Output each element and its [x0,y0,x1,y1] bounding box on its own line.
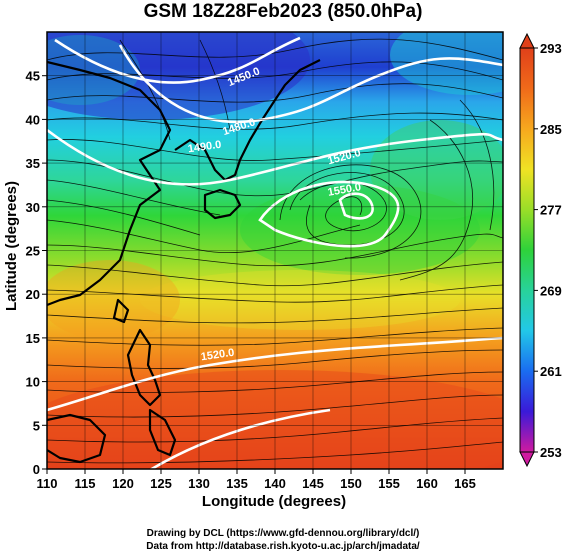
map-title: GSM 18Z28Feb2023 (850.0hPa) [143,1,423,22]
credit-drawing: Drawing by DCL (https://www.gfd-dennou.o… [146,528,420,539]
y-tick-label: 40 [26,112,40,127]
x-axis-label: Longitude (degrees) [201,493,347,510]
x-tick-label: 125 [150,476,172,491]
coastlines [47,59,321,464]
colorbar-body [519,47,535,453]
y-tick-label: 35 [26,156,40,171]
colorbar-label: 253 [540,445,562,460]
x-tick-label: 115 [75,476,96,491]
x-tick-label: 155 [378,476,400,491]
color-scale-bar: 293 285 277 269 261 253 [519,32,562,468]
wind-streamlines [47,38,503,464]
x-tick-label: 150 [340,476,362,491]
credit-data-source: Data from http://database.rish.kyoto-u.a… [146,541,420,552]
y-tick-label: 10 [26,375,40,390]
y-tick-label: 30 [26,200,40,215]
x-tick-label: 165 [454,476,476,491]
y-tick-label: 15 [26,331,40,346]
contour-label: 1520.0 [200,347,235,364]
colorbar-max-arrow [519,32,535,49]
x-tick-label: 120 [112,476,134,491]
y-axis-label: Latitude (degrees) [3,180,20,312]
y-tick-label: 25 [26,244,40,259]
contour-label: 1490.0 [187,139,222,156]
colorbar-label: 261 [540,364,562,379]
y-tick-label: 5 [33,418,40,433]
y-tick-label: 20 [26,287,40,302]
colorbar-label: 293 [540,41,562,56]
colorbar-label: 277 [540,203,562,218]
x-tick-label: 130 [188,476,210,491]
colorbar-label: 285 [540,122,562,137]
colorbar-label: 269 [540,283,562,298]
x-tick-label: 140 [264,476,286,491]
contour-label: 1550.0 [327,181,362,199]
x-tick-label: 145 [302,476,324,491]
grid-lines [47,32,503,469]
y-tick-label: 45 [26,69,40,84]
x-tick-label: 110 [37,476,58,491]
x-tick-label: 135 [226,476,248,491]
plot-axes: 110 115 120 125 130 135 140 145 150 155 160 165 0 5 10… [26,31,504,491]
colorbar-min-arrow [519,451,535,468]
x-tick-label: 160 [416,476,438,491]
y-tick-label: 0 [33,462,40,477]
